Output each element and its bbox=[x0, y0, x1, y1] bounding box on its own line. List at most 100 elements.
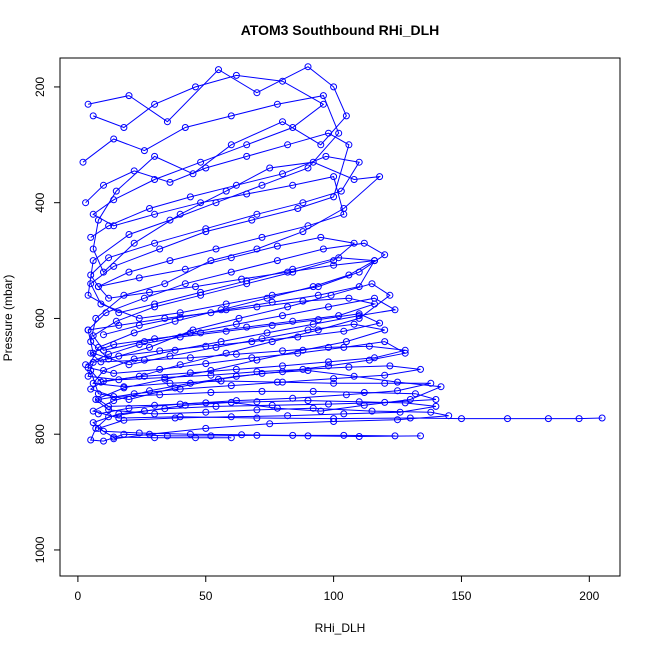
data-point bbox=[176, 313, 184, 321]
data-point bbox=[504, 415, 511, 423]
data-point bbox=[337, 187, 345, 195]
data-point bbox=[232, 71, 240, 79]
series-1 bbox=[84, 63, 445, 445]
data-point bbox=[125, 231, 133, 238]
data-point bbox=[89, 210, 97, 218]
data-point bbox=[105, 402, 113, 410]
data-point bbox=[186, 379, 194, 387]
data-point bbox=[330, 418, 338, 425]
data-point bbox=[202, 342, 210, 350]
data-point bbox=[197, 291, 205, 299]
data-point bbox=[345, 141, 353, 149]
data-point bbox=[105, 254, 113, 262]
data-point bbox=[317, 141, 325, 149]
data-point bbox=[166, 257, 174, 265]
data-point bbox=[135, 274, 143, 282]
data-point bbox=[243, 323, 251, 331]
data-point bbox=[84, 372, 92, 380]
data-point bbox=[212, 343, 220, 351]
data-point bbox=[427, 408, 435, 416]
data-point bbox=[394, 387, 401, 395]
data-point bbox=[94, 396, 102, 403]
data-point bbox=[140, 372, 148, 380]
data-point bbox=[110, 222, 118, 230]
data-point bbox=[110, 369, 118, 377]
data-point bbox=[340, 210, 348, 218]
data-point bbox=[100, 427, 107, 435]
data-point bbox=[110, 196, 118, 204]
data-point bbox=[417, 432, 424, 440]
data-point bbox=[330, 257, 338, 265]
data-point bbox=[135, 314, 143, 322]
data-point bbox=[87, 436, 95, 444]
data-point bbox=[279, 77, 286, 85]
data-point bbox=[299, 228, 307, 236]
data-point bbox=[401, 346, 409, 354]
data-point bbox=[87, 233, 95, 241]
data-point bbox=[299, 365, 307, 373]
data-point bbox=[120, 124, 128, 131]
data-point bbox=[125, 404, 133, 412]
data-point bbox=[381, 371, 389, 379]
data-point bbox=[166, 178, 174, 186]
data-point bbox=[406, 396, 414, 403]
data-point bbox=[89, 407, 97, 415]
data-point bbox=[82, 361, 90, 369]
data-point bbox=[166, 216, 174, 224]
data-point bbox=[110, 262, 118, 270]
data-point bbox=[391, 432, 399, 440]
data-point bbox=[89, 245, 97, 253]
data-point bbox=[130, 355, 138, 363]
data-point bbox=[253, 414, 261, 422]
data-point bbox=[110, 397, 118, 405]
data-point bbox=[304, 63, 312, 71]
data-point bbox=[163, 432, 171, 440]
data-point bbox=[350, 320, 358, 328]
data-point bbox=[279, 362, 286, 370]
data-layer bbox=[79, 63, 606, 445]
data-point bbox=[386, 362, 394, 370]
series-2 bbox=[79, 92, 606, 423]
data-point bbox=[97, 358, 105, 366]
data-point bbox=[340, 410, 348, 418]
data-point bbox=[100, 181, 107, 189]
series-line bbox=[85, 313, 436, 439]
data-point bbox=[140, 147, 148, 155]
data-point bbox=[243, 152, 251, 160]
data-point bbox=[284, 141, 292, 149]
data-point bbox=[161, 374, 169, 381]
data-point bbox=[140, 294, 148, 302]
data-point bbox=[289, 181, 297, 189]
data-point bbox=[248, 338, 256, 346]
data-point bbox=[192, 83, 199, 91]
data-point bbox=[350, 176, 358, 183]
data-point bbox=[258, 181, 266, 189]
data-point bbox=[355, 398, 363, 406]
data-point bbox=[115, 352, 123, 360]
data-point bbox=[371, 257, 378, 265]
series-line bbox=[88, 297, 437, 437]
data-point bbox=[376, 319, 384, 327]
data-point bbox=[202, 424, 210, 432]
data-point bbox=[432, 402, 440, 410]
data-point bbox=[176, 361, 184, 369]
data-point bbox=[314, 283, 322, 291]
data-point bbox=[309, 387, 317, 395]
data-point bbox=[381, 326, 389, 334]
data-point bbox=[335, 129, 343, 137]
data-point bbox=[100, 331, 107, 339]
data-point bbox=[100, 437, 107, 445]
data-point bbox=[151, 410, 159, 418]
series-5 bbox=[84, 294, 440, 440]
data-point bbox=[207, 432, 215, 440]
data-point bbox=[115, 376, 123, 384]
data-point bbox=[146, 205, 153, 212]
data-point bbox=[212, 402, 220, 410]
data-point bbox=[238, 275, 246, 283]
data-point bbox=[294, 205, 302, 212]
data-point bbox=[135, 429, 143, 437]
data-point bbox=[222, 306, 230, 314]
data-point bbox=[232, 350, 240, 358]
data-point bbox=[84, 291, 92, 299]
